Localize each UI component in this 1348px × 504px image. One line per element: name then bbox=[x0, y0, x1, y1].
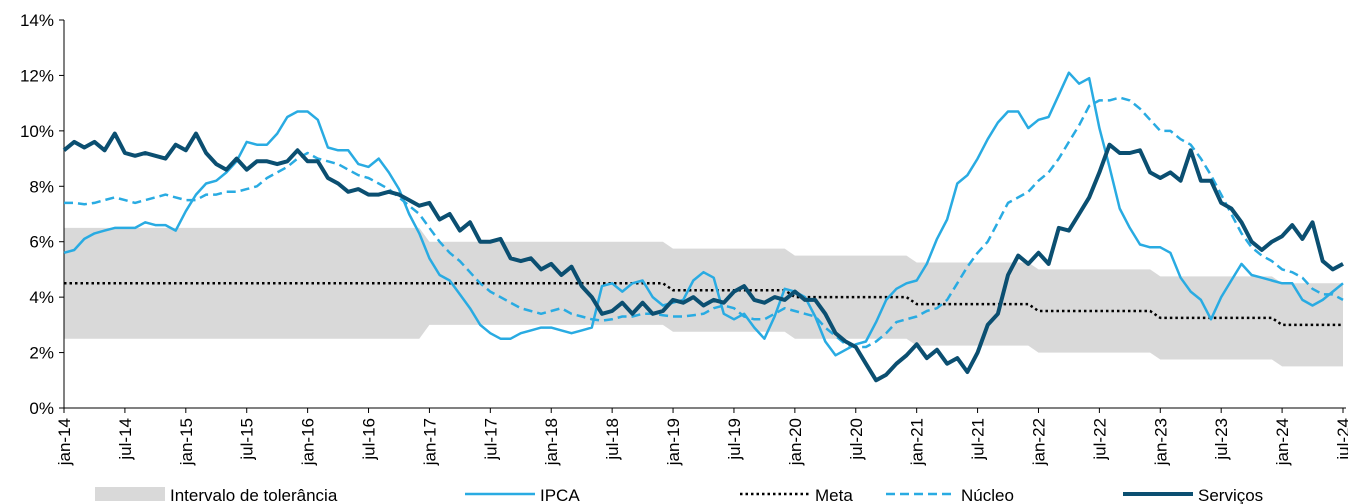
series-line bbox=[64, 96, 1344, 349]
x-tick-label: jul-24 bbox=[1334, 418, 1348, 461]
y-tick-label: 10% bbox=[20, 122, 54, 141]
legend-label: Meta bbox=[815, 486, 853, 504]
legend-label: Núcleo bbox=[961, 486, 1014, 504]
y-tick-label: 4% bbox=[29, 288, 54, 307]
legend: Intervalo de tolerância IPCA Meta Núcleo Ser… bbox=[95, 486, 1263, 504]
y-tick-label: 12% bbox=[20, 66, 54, 85]
y-tick-label: 0% bbox=[29, 399, 54, 418]
x-tick-label: jan-19 bbox=[664, 418, 683, 466]
x-tick-label: jan-14 bbox=[55, 418, 74, 466]
x-tick-label: jul-15 bbox=[238, 418, 257, 461]
x-tick-label: jan-15 bbox=[177, 418, 196, 466]
legend-label: Intervalo de tolerância bbox=[170, 486, 338, 504]
x-tick-label: jul-17 bbox=[481, 418, 500, 461]
series-line bbox=[62, 131, 1344, 383]
series-line bbox=[64, 282, 1343, 327]
x-tick-label: jan-18 bbox=[542, 418, 561, 466]
x-tick-label: jan-22 bbox=[1029, 418, 1048, 466]
x-tick-label: jan-24 bbox=[1273, 418, 1292, 466]
x-tick-label: jul-23 bbox=[1212, 418, 1231, 461]
x-tick-label: jan-20 bbox=[786, 418, 805, 466]
x-tick-label: jan-17 bbox=[420, 418, 439, 466]
y-tick-label: 14% bbox=[20, 11, 54, 30]
series-line bbox=[63, 71, 1344, 357]
legend-label: Serviços bbox=[1198, 486, 1263, 504]
x-tick-label: jan-21 bbox=[908, 418, 927, 466]
tolerance-band bbox=[64, 227, 1343, 367]
x-tick-label: jul-16 bbox=[360, 418, 379, 461]
legend-swatch bbox=[95, 487, 165, 501]
x-tick-label: jul-22 bbox=[1090, 418, 1109, 461]
x-tick-label: jul-20 bbox=[847, 418, 866, 461]
x-tick-label: jul-18 bbox=[603, 418, 622, 461]
x-tick-label: jul-19 bbox=[725, 418, 744, 461]
y-tick-label: 8% bbox=[29, 177, 54, 196]
y-tick-label: 6% bbox=[29, 233, 54, 252]
x-tick-label: jul-21 bbox=[969, 418, 988, 461]
x-tick-label: jul-14 bbox=[116, 418, 135, 461]
x-tick-label: jan-23 bbox=[1151, 418, 1170, 466]
legend-label: IPCA bbox=[540, 486, 580, 504]
y-tick-label: 2% bbox=[29, 344, 54, 363]
x-tick-label: jan-16 bbox=[299, 418, 318, 466]
